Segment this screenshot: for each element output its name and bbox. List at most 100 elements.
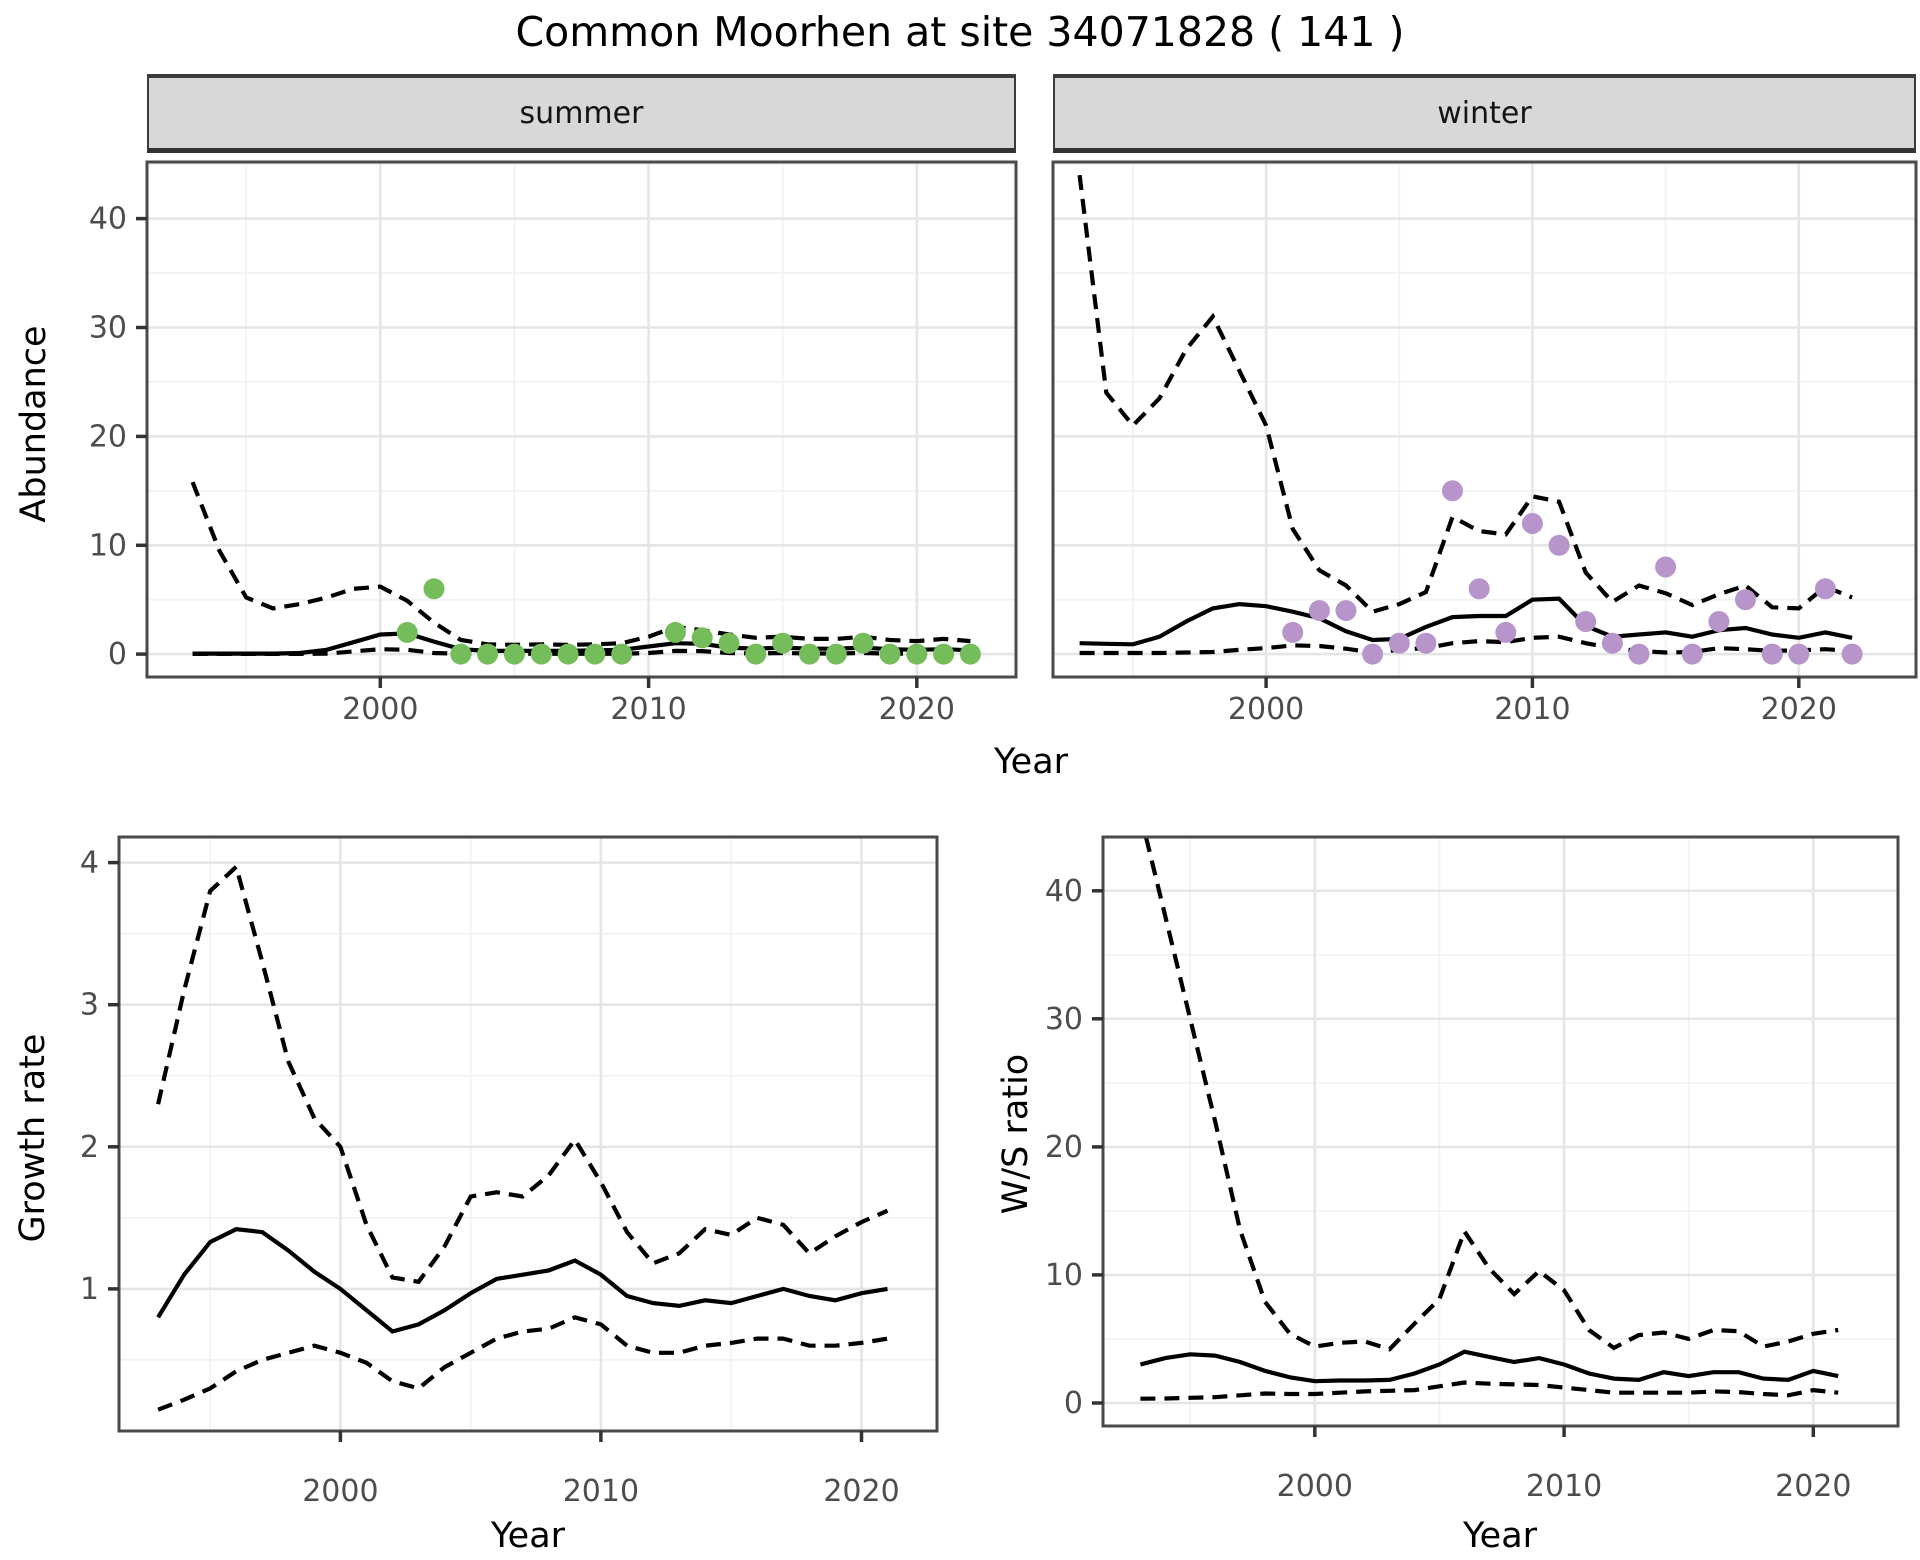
- observed-point: [1655, 556, 1677, 578]
- observed-point: [1521, 513, 1543, 534]
- svg-text:2: 2: [80, 1130, 99, 1165]
- observed-point: [1362, 643, 1384, 665]
- svg-text:2010: 2010: [610, 692, 686, 727]
- x-axis-title-year-ws: Year: [1462, 1516, 1538, 1556]
- svg-text:20: 20: [89, 419, 127, 454]
- svg-text:10: 10: [1045, 1258, 1083, 1293]
- y-axis-tick-labels: 1 2 3 4: [80, 846, 99, 1307]
- panel-background: [1103, 837, 1898, 1426]
- svg-text:3: 3: [80, 988, 99, 1023]
- x-axis-tick-labels: 2000 2010 2020: [1228, 692, 1837, 727]
- observed-point: [933, 643, 955, 665]
- observed-point: [1814, 578, 1836, 600]
- svg-text:4: 4: [80, 846, 99, 881]
- y-axis-ticks: [1092, 889, 1103, 1405]
- observed-point: [825, 643, 847, 665]
- observed-point: [772, 632, 794, 654]
- observed-point: [450, 643, 472, 665]
- svg-text:1: 1: [80, 1272, 99, 1307]
- fit-line: [156, 1227, 888, 1334]
- svg-text:2000: 2000: [1277, 1469, 1353, 1504]
- observed-point: [477, 643, 499, 665]
- ci-upper-line: [1077, 174, 1853, 615]
- panel-border: [1101, 835, 1900, 1428]
- observed-point: [718, 632, 740, 654]
- observed-point: [1335, 600, 1357, 622]
- panel-background: [119, 837, 937, 1431]
- observed-point: [503, 643, 525, 665]
- grid-minor: [147, 162, 1016, 677]
- panel-abundance-winter: 2000 2010 2020: [978, 150, 1920, 755]
- grid-major: [1053, 162, 1916, 677]
- ci-upper-line: [1143, 837, 1839, 1352]
- panel-background: [147, 162, 1016, 677]
- x-axis-tick-labels: 2000 2010 2020: [1277, 1469, 1852, 1504]
- y-axis-title-growth-rate: Growth rate: [13, 1033, 53, 1243]
- grid-major: [1103, 837, 1898, 1426]
- observed-point: [799, 643, 820, 665]
- observed-point: [906, 643, 928, 665]
- panel-border: [145, 160, 1018, 679]
- observed-point: [1788, 643, 1810, 665]
- observed-point: [1575, 611, 1597, 632]
- panel-border: [1051, 160, 1918, 679]
- y-axis-title-abundance: Abundance: [14, 325, 54, 523]
- svg-text:0: 0: [1064, 1386, 1083, 1421]
- observed-point: [745, 643, 767, 665]
- observed-point: [1468, 578, 1490, 600]
- svg-text:40: 40: [89, 202, 127, 237]
- observed-point: [691, 627, 713, 649]
- facet-strip-summer: summer: [147, 74, 1016, 153]
- ci-upper-line: [156, 862, 889, 1285]
- svg-text:40: 40: [1045, 874, 1083, 909]
- x-axis-ticks: [338, 1431, 864, 1442]
- observed-point: [664, 621, 686, 643]
- grid-minor: [1103, 837, 1898, 1426]
- svg-text:30: 30: [89, 311, 127, 346]
- svg-text:2010: 2010: [1494, 692, 1570, 727]
- observed-point: [1681, 643, 1703, 665]
- x-axis-title-year-top: Year: [993, 742, 1069, 782]
- observed-point: [1388, 632, 1410, 654]
- svg-text:2020: 2020: [879, 692, 955, 727]
- svg-text:30: 30: [1045, 1002, 1083, 1037]
- observed-point: [1442, 480, 1463, 502]
- svg-text:2020: 2020: [823, 1474, 899, 1509]
- observed-point: [611, 643, 633, 665]
- ci-lower-line: [1079, 634, 1853, 656]
- svg-text:2000: 2000: [342, 692, 418, 727]
- x-axis-title-year-growth: Year: [490, 1516, 566, 1556]
- x-axis-tick-labels: 2000 2010 2020: [302, 1474, 899, 1509]
- y-axis-tick-labels: 0 10 20 30 40: [1045, 874, 1083, 1421]
- ci-lower-line: [1140, 1380, 1839, 1401]
- observed-point: [1841, 643, 1863, 665]
- observed-point: [423, 578, 445, 600]
- svg-text:10: 10: [89, 528, 127, 563]
- svg-text:2020: 2020: [1775, 1469, 1851, 1504]
- x-axis-ticks: [1313, 1426, 1816, 1437]
- observed-point: [879, 643, 901, 665]
- svg-text:2000: 2000: [302, 1474, 378, 1509]
- observed-points: [396, 578, 981, 665]
- svg-text:20: 20: [1045, 1130, 1083, 1165]
- observed-point: [557, 643, 579, 665]
- observed-point: [1282, 621, 1304, 643]
- observed-point: [1708, 611, 1730, 632]
- y-axis-ticks: [108, 860, 119, 1291]
- ci-upper-line: [190, 481, 971, 648]
- observed-point: [1548, 534, 1570, 556]
- observed-points: [1282, 480, 1863, 665]
- observed-point: [1308, 600, 1330, 622]
- y-axis-title-ws-ratio: W/S ratio: [996, 1053, 1036, 1215]
- observed-point: [1761, 643, 1783, 665]
- panel-border: [117, 835, 939, 1433]
- observed-point: [1415, 632, 1437, 654]
- x-axis-ticks: [378, 677, 919, 688]
- observed-point: [959, 643, 981, 665]
- facet-label-winter: winter: [1437, 95, 1532, 131]
- y-axis-tick-labels: 0 10 20 30 40: [89, 202, 127, 672]
- svg-text:2020: 2020: [1761, 692, 1837, 727]
- observed-point: [1495, 621, 1517, 643]
- observed-point: [584, 643, 606, 665]
